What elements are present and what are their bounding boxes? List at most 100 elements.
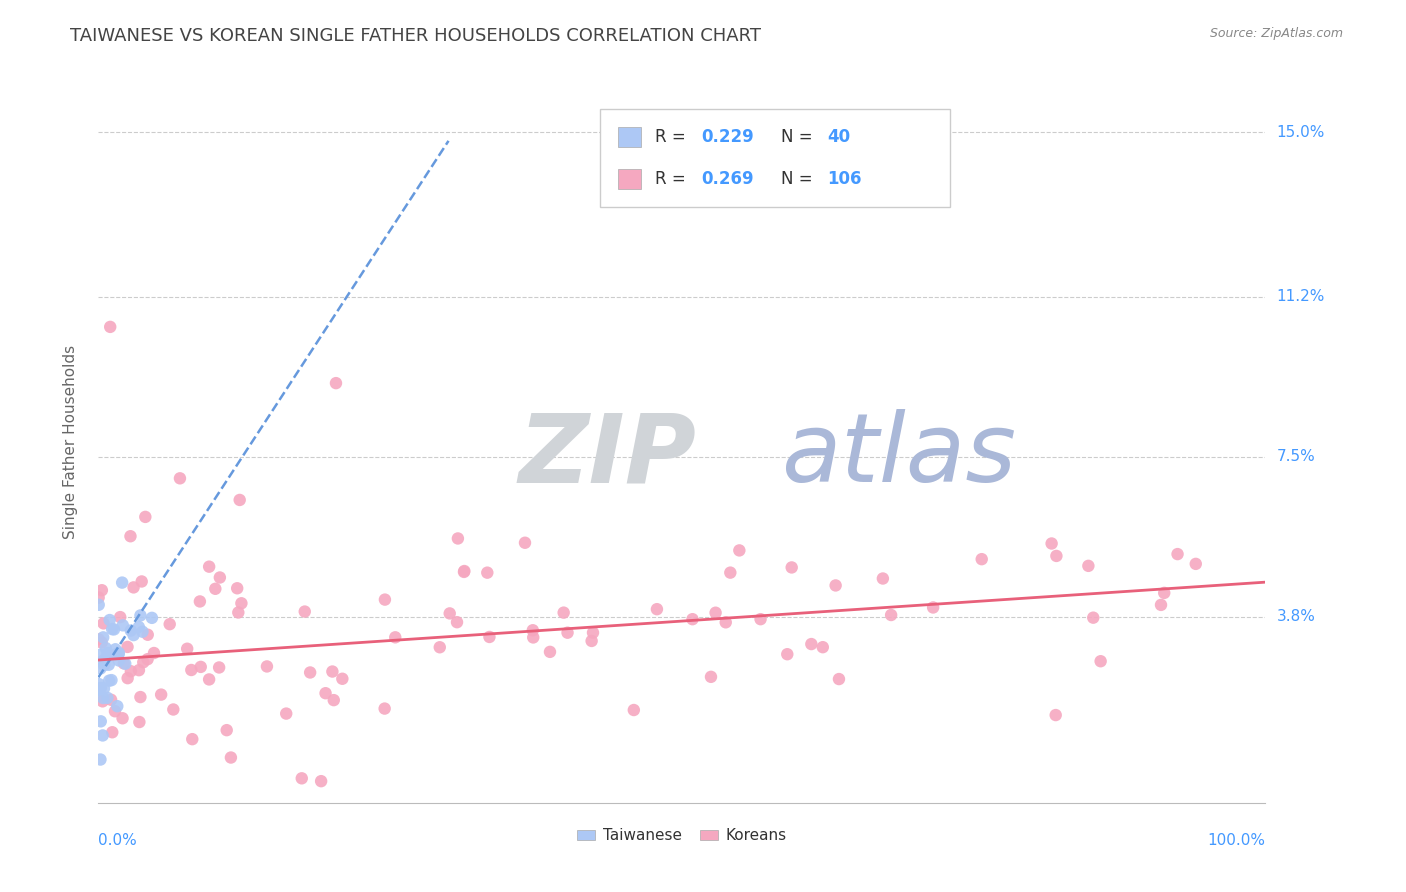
Point	[553, 606, 575, 620]
Point	[104, 642, 127, 657]
Point	[582, 625, 605, 640]
Point	[294, 605, 316, 619]
Point	[89, 648, 111, 662]
Point	[97, 657, 120, 672]
Point	[1184, 557, 1206, 571]
Point	[453, 565, 475, 579]
Point	[623, 703, 645, 717]
Point	[98, 673, 121, 688]
Point	[93, 681, 115, 696]
Point	[91, 691, 114, 706]
Point	[188, 594, 211, 608]
Point	[108, 653, 131, 667]
Point	[374, 701, 396, 715]
Point	[90, 681, 112, 695]
Point	[198, 673, 221, 687]
Point	[91, 694, 114, 708]
Point	[128, 663, 150, 677]
Text: 0.0%: 0.0%	[98, 833, 138, 848]
Point	[828, 672, 851, 686]
Point	[446, 615, 468, 630]
Text: 7.5%: 7.5%	[1277, 450, 1315, 464]
Text: R =: R =	[655, 128, 690, 146]
Point	[131, 574, 153, 589]
Point	[97, 646, 120, 660]
Text: 106: 106	[827, 170, 862, 188]
Point	[204, 582, 226, 596]
Point	[103, 623, 125, 637]
Point	[93, 653, 115, 667]
Text: N =: N =	[780, 128, 817, 146]
Point	[1153, 586, 1175, 600]
Point	[1040, 536, 1063, 550]
Text: R =: R =	[655, 170, 690, 188]
Point	[429, 640, 451, 655]
Point	[90, 583, 112, 598]
Point	[776, 647, 799, 661]
Point	[325, 376, 347, 391]
Point	[87, 598, 110, 612]
Point	[299, 665, 322, 680]
Point	[105, 699, 128, 714]
Point	[309, 774, 332, 789]
Point	[117, 671, 139, 685]
Point	[117, 640, 139, 654]
Point	[922, 600, 945, 615]
Point	[811, 640, 834, 655]
Text: TAIWANESE VS KOREAN SINGLE FATHER HOUSEHOLDS CORRELATION CHART: TAIWANESE VS KOREAN SINGLE FATHER HOUSEH…	[70, 27, 761, 45]
Point	[800, 637, 823, 651]
Point	[87, 591, 110, 605]
Point	[169, 471, 191, 485]
Point	[94, 640, 117, 655]
Point	[522, 624, 544, 638]
Point	[104, 704, 127, 718]
Point	[87, 681, 110, 696]
Point	[208, 660, 231, 674]
Point	[276, 706, 298, 721]
Text: 0.229: 0.229	[702, 128, 754, 146]
Text: 15.0%: 15.0%	[1277, 125, 1324, 140]
Point	[513, 535, 536, 549]
Point	[111, 618, 134, 632]
Point	[970, 552, 993, 566]
Point	[87, 677, 110, 691]
Point	[1083, 610, 1105, 624]
Point	[447, 532, 470, 546]
Text: 3.8%: 3.8%	[1277, 609, 1316, 624]
Point	[198, 559, 221, 574]
Point	[682, 612, 704, 626]
FancyBboxPatch shape	[617, 128, 641, 147]
Point	[87, 632, 110, 647]
Point	[315, 686, 337, 700]
Point	[100, 692, 122, 706]
Point	[1045, 549, 1067, 563]
Point	[112, 657, 135, 671]
Text: ZIP: ZIP	[519, 409, 696, 502]
Point	[128, 620, 150, 634]
Point	[181, 732, 204, 747]
Point	[87, 683, 110, 698]
Point	[105, 647, 128, 661]
Point	[557, 625, 579, 640]
Point	[141, 611, 163, 625]
Point	[581, 634, 603, 648]
Point	[136, 628, 159, 642]
Point	[439, 607, 461, 621]
Point	[98, 319, 121, 334]
Point	[134, 509, 156, 524]
Point	[136, 652, 159, 666]
Point	[128, 714, 150, 729]
Point	[176, 641, 198, 656]
Point	[100, 673, 122, 687]
Point	[1150, 598, 1173, 612]
Point	[478, 630, 501, 644]
FancyBboxPatch shape	[617, 169, 641, 189]
Point	[90, 635, 112, 649]
Point	[1077, 558, 1099, 573]
Text: Source: ZipAtlas.com: Source: ZipAtlas.com	[1209, 27, 1343, 40]
Point	[1045, 708, 1067, 723]
Point	[122, 628, 145, 642]
Point	[1090, 654, 1112, 668]
Point	[101, 622, 124, 636]
Text: 0.269: 0.269	[702, 170, 754, 188]
